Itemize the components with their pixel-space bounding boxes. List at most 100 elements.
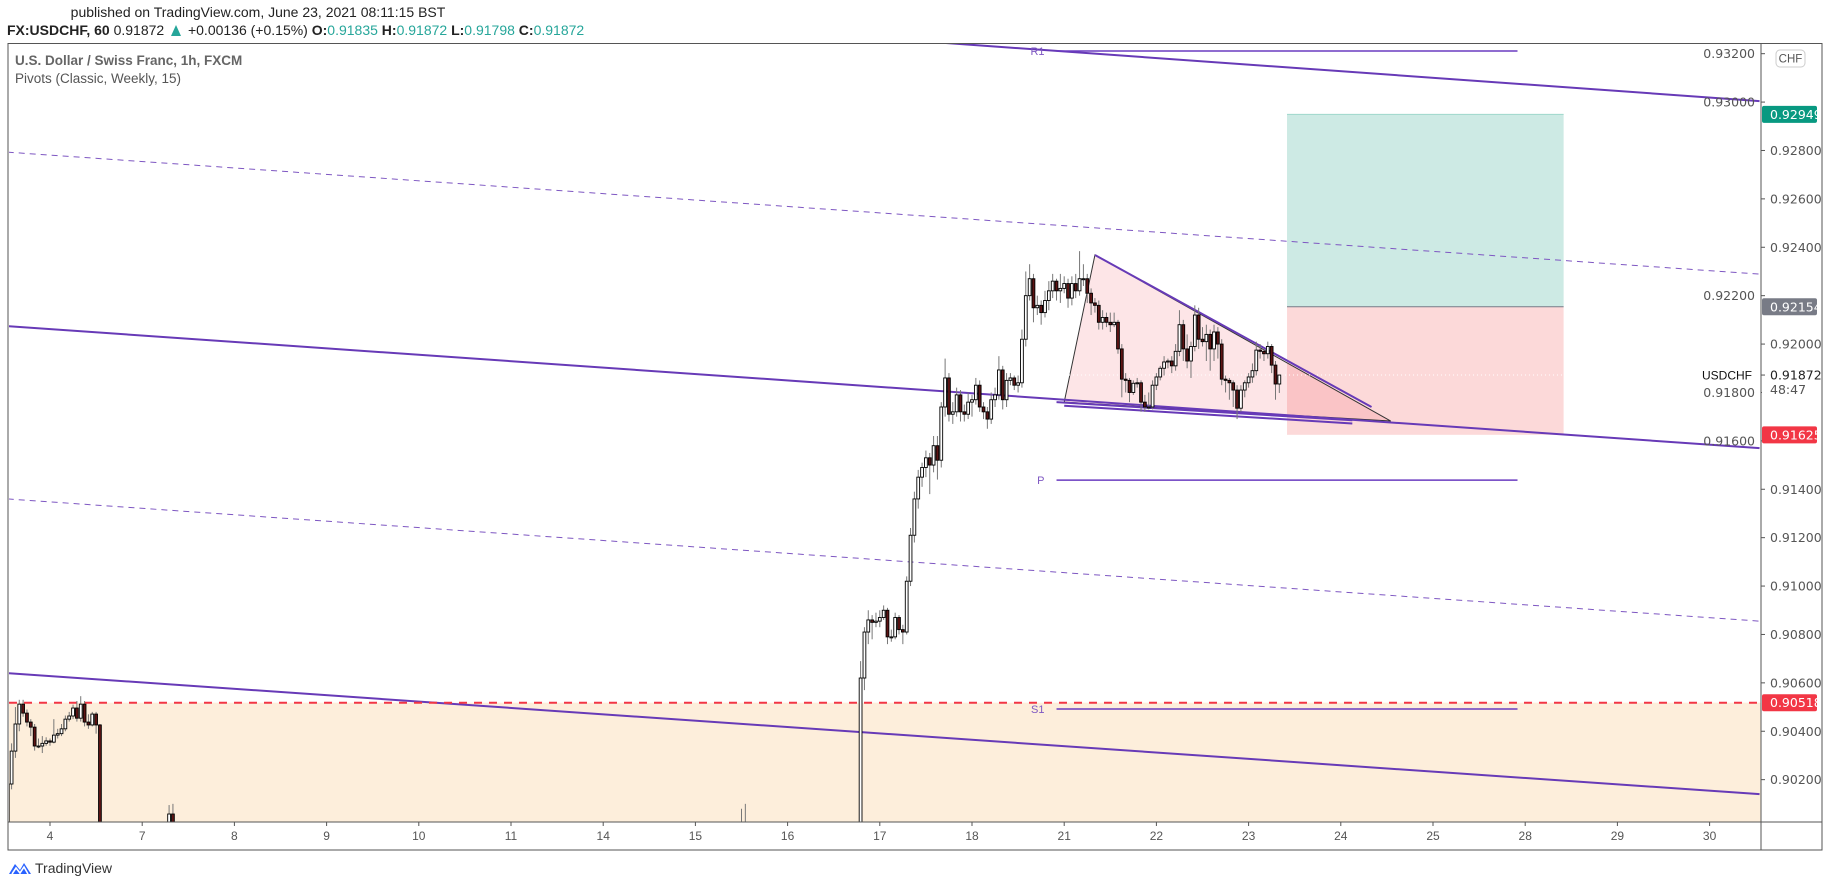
candle bbox=[885, 607, 890, 645]
candle-body bbox=[1273, 364, 1278, 385]
channel-line-solid[interactable] bbox=[8, 672, 1760, 796]
currency-button-label[interactable]: CHF bbox=[1779, 54, 1803, 66]
candle-body bbox=[985, 411, 990, 420]
candle-body bbox=[1016, 382, 1020, 386]
candle-body bbox=[1250, 370, 1255, 378]
candle bbox=[927, 452, 932, 495]
triangle-lower-line[interactable] bbox=[1056, 401, 1353, 422]
candle bbox=[1023, 271, 1028, 347]
price-badge-label: 0.92949 bbox=[1770, 107, 1822, 122]
candle bbox=[1169, 356, 1174, 374]
candle-body bbox=[1139, 382, 1143, 403]
candle bbox=[931, 436, 936, 473]
candle bbox=[1254, 341, 1259, 376]
triangle-lower-line[interactable] bbox=[1064, 404, 1353, 425]
candle bbox=[881, 605, 886, 620]
candle bbox=[40, 736, 45, 754]
candle-body bbox=[1066, 283, 1070, 299]
tradingview-logo[interactable]: TradingView bbox=[8, 860, 112, 876]
candle-body bbox=[862, 631, 867, 679]
candle-body bbox=[1004, 379, 1009, 401]
candle bbox=[904, 576, 909, 635]
candle bbox=[1073, 273, 1078, 299]
candle-body bbox=[1223, 378, 1228, 381]
candle bbox=[916, 469, 921, 509]
candle-body bbox=[55, 733, 60, 736]
candle bbox=[48, 738, 52, 746]
candle-body bbox=[901, 629, 905, 633]
candle-body bbox=[877, 617, 882, 622]
candle-body bbox=[51, 734, 56, 743]
channel-line-dashed[interactable] bbox=[8, 498, 1760, 622]
candle bbox=[1089, 288, 1093, 316]
channel-line-solid[interactable] bbox=[8, 325, 1760, 450]
x-tick-label: 21 bbox=[1058, 829, 1072, 843]
candle-body bbox=[1031, 278, 1036, 309]
candle bbox=[167, 805, 171, 822]
candle-body bbox=[958, 394, 963, 413]
currency-button[interactable]: CHF bbox=[1775, 49, 1806, 68]
candle-body bbox=[1085, 278, 1090, 294]
candle-body bbox=[866, 619, 871, 633]
y-tick-label: 0.91800 bbox=[1703, 385, 1755, 400]
candle bbox=[744, 803, 746, 822]
candle bbox=[924, 450, 928, 478]
x-tick-label: 16 bbox=[781, 829, 795, 843]
candle-body bbox=[1212, 331, 1216, 350]
candle-body bbox=[1265, 346, 1270, 355]
triangle-upper-line[interactable] bbox=[1094, 254, 1373, 408]
candle-body bbox=[1054, 280, 1059, 292]
candle bbox=[171, 803, 175, 822]
candle-body bbox=[1231, 382, 1236, 391]
candle-body bbox=[920, 467, 924, 478]
x-tick-label: 8 bbox=[231, 829, 238, 843]
open-label: O: bbox=[311, 22, 328, 38]
x-tick-label: 29 bbox=[1611, 829, 1625, 843]
candle-body bbox=[993, 394, 997, 401]
candle bbox=[1012, 375, 1017, 391]
candle-body bbox=[1046, 290, 1051, 301]
candle-body bbox=[1027, 278, 1032, 297]
x-tick-label: 24 bbox=[1334, 829, 1348, 843]
chart-border bbox=[7, 43, 1823, 851]
candle bbox=[1208, 329, 1213, 371]
candle-body bbox=[71, 707, 75, 717]
tradingview-logo-icon bbox=[9, 863, 31, 875]
candle-body bbox=[939, 406, 944, 461]
price-badge-label: 0.92154 bbox=[1770, 299, 1822, 314]
long-position-stop-zone[interactable] bbox=[1287, 306, 1564, 435]
candle bbox=[1246, 373, 1251, 388]
candle-body bbox=[912, 498, 917, 536]
x-tick-label: 18 bbox=[965, 829, 979, 843]
candle bbox=[997, 356, 1001, 400]
candle bbox=[1162, 356, 1166, 376]
currency-button-bg[interactable] bbox=[1775, 49, 1806, 68]
indicator-label[interactable]: Pivots (Classic, Weekly, 15) bbox=[15, 71, 182, 86]
candle-body bbox=[1020, 338, 1024, 384]
axes: 4 7 8 9 10 11 14 15 16 17 18 21 22 23 24 25 28 29 30 0.9320… bbox=[47, 46, 1822, 843]
candle-body bbox=[1200, 338, 1205, 343]
candle-body bbox=[1169, 360, 1174, 367]
candle bbox=[1058, 273, 1063, 303]
candle bbox=[44, 737, 49, 746]
candle bbox=[1027, 264, 1032, 301]
candle bbox=[858, 661, 863, 822]
candle bbox=[1081, 264, 1086, 286]
high-value: 0.91872 bbox=[396, 22, 448, 38]
pivot-label-s1: S1 bbox=[1031, 704, 1044, 716]
candle bbox=[920, 462, 924, 487]
candle bbox=[1177, 310, 1182, 357]
candle bbox=[1112, 312, 1116, 328]
candle bbox=[1135, 377, 1140, 388]
plot-area[interactable]: R1 P S1 bbox=[6, 0, 1761, 872]
channel-line-dashed[interactable] bbox=[8, 151, 1760, 275]
long-position-target-zone[interactable] bbox=[1287, 114, 1564, 307]
channel-line-solid[interactable] bbox=[8, 0, 1760, 103]
candle bbox=[1070, 276, 1074, 306]
candle-body bbox=[1235, 389, 1239, 409]
candle bbox=[9, 743, 14, 790]
candle bbox=[1166, 358, 1170, 369]
candle bbox=[993, 387, 997, 407]
candle-body bbox=[989, 399, 994, 420]
